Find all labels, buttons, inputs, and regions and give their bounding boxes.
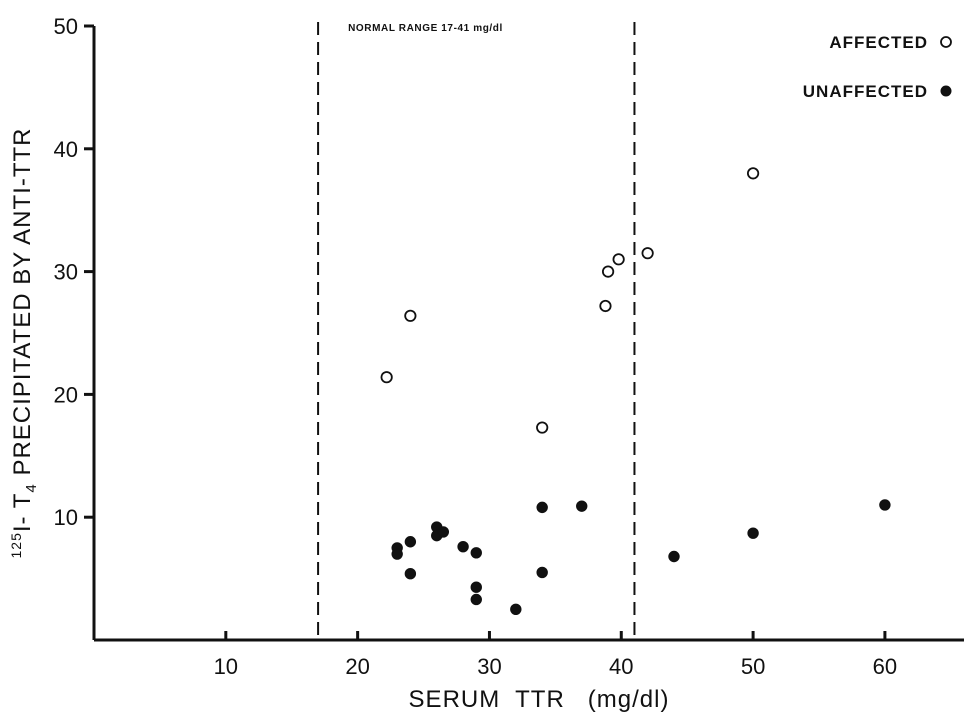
- legend-marker: [940, 85, 952, 97]
- x-axis-ticks: 10 20 30 40 50 60: [214, 631, 897, 679]
- y-axis-ticks: 10 20 30 40 50: [54, 14, 94, 530]
- affected-point: [746, 167, 760, 180]
- unaffected-point: [391, 548, 403, 560]
- unaffected-point: [576, 500, 588, 512]
- affected-point: [599, 299, 612, 313]
- affected-point: [404, 309, 417, 322]
- legend-marker: [940, 36, 952, 48]
- unaffected-point: [470, 581, 482, 593]
- y-tick-label: 30: [54, 260, 78, 285]
- y-tick-label: 10: [54, 505, 78, 530]
- affected-point: [641, 247, 654, 260]
- x-tick-label: 40: [609, 654, 633, 679]
- x-tick-label: 30: [477, 654, 501, 679]
- data-points: [380, 167, 891, 615]
- x-tick-label: 10: [214, 654, 238, 679]
- legend-label: AFFECTED: [829, 33, 928, 52]
- y-axis-title: 125I- T4 PRECIPITATED BY ANTI-TTR: [8, 128, 40, 559]
- unaffected-point: [404, 567, 417, 580]
- unaffected-point: [747, 527, 759, 539]
- legend-label: UNAFFECTED: [803, 82, 928, 101]
- unaffected-point: [470, 547, 482, 559]
- unaffected-point: [879, 499, 891, 511]
- unaffected-point: [536, 501, 548, 514]
- unaffected-point: [457, 540, 469, 553]
- x-tick-label: 50: [741, 654, 765, 679]
- unaffected-point: [404, 536, 417, 548]
- affected-point: [601, 265, 615, 278]
- unaffected-point: [536, 566, 548, 579]
- legend: AFFECTED UNAFFECTED: [803, 33, 952, 101]
- y-tick-label: 20: [54, 382, 78, 407]
- y-axis-title-element: I- T: [9, 493, 36, 533]
- unaffected-point: [437, 526, 450, 538]
- x-tick-label: 60: [873, 654, 897, 679]
- unaffected-point: [510, 603, 522, 615]
- y-tick-label: 50: [54, 14, 78, 39]
- y-tick-label: 40: [54, 137, 78, 162]
- normal-range-label: NORMAL RANGE 17-41 mg/dl: [348, 23, 503, 34]
- y-axis-title-rest: PRECIPITATED BY ANTI-TTR: [9, 128, 36, 484]
- affected-point: [612, 253, 625, 266]
- unaffected-point: [668, 550, 680, 563]
- unaffected-point: [470, 593, 482, 606]
- affected-point: [536, 421, 549, 434]
- x-tick-label: 20: [345, 654, 369, 679]
- normal-range-lines: [317, 22, 636, 640]
- y-axis-title-superscript: 125: [8, 532, 24, 558]
- y-axis-title-subscript: 4: [23, 483, 40, 492]
- x-axis-title: SERUM TTR (mg/dl): [409, 686, 670, 713]
- affected-point: [380, 371, 393, 384]
